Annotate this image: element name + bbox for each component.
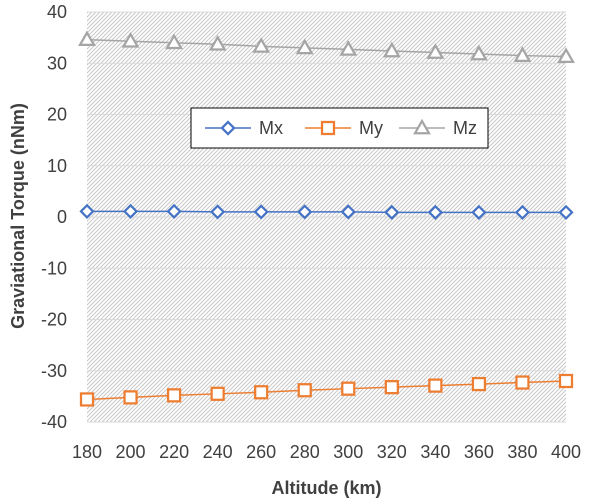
x-axis-title: Altitude (km) bbox=[272, 478, 382, 498]
x-tick-label: 360 bbox=[464, 442, 494, 462]
data-point-mz bbox=[252, 37, 271, 53]
y-tick-label: -30 bbox=[41, 361, 67, 381]
data-point-mz bbox=[557, 47, 575, 63]
y-axis-title: Graviational Torque (nNm) bbox=[8, 103, 28, 329]
series-line-my bbox=[86, 380, 567, 401]
y-tick-label: -40 bbox=[41, 412, 67, 432]
y-tick-label: 10 bbox=[47, 156, 67, 176]
data-point-my bbox=[341, 381, 356, 396]
legend-label: My bbox=[359, 118, 383, 138]
y-tick-label: -20 bbox=[41, 310, 67, 330]
data-point-mz bbox=[339, 40, 358, 56]
data-point-mx bbox=[471, 204, 487, 220]
x-tick-label: 280 bbox=[290, 442, 320, 462]
series-my bbox=[79, 373, 574, 407]
data-point-mz bbox=[165, 33, 184, 50]
x-tick-label: 200 bbox=[116, 442, 146, 462]
data-point-my bbox=[210, 386, 225, 401]
data-point-mx bbox=[210, 204, 226, 220]
x-axis-tick-labels: 180 200 220 240 260 280 300 320 340 360 380 400 bbox=[72, 442, 581, 462]
data-point-my bbox=[471, 376, 487, 392]
legend-items: Mx My Mz bbox=[205, 118, 477, 138]
x-tick-label: 260 bbox=[246, 442, 276, 462]
x-tick-label: 220 bbox=[159, 442, 189, 462]
data-point-mx bbox=[558, 204, 574, 220]
data-point-mx bbox=[340, 204, 356, 220]
data-point-mx bbox=[122, 203, 139, 219]
x-tick-label: 240 bbox=[203, 442, 233, 462]
y-tick-label: 40 bbox=[47, 2, 67, 22]
x-tick-label: 320 bbox=[377, 442, 407, 462]
x-tick-label: 180 bbox=[72, 442, 102, 462]
data-point-mx bbox=[253, 204, 269, 220]
series-layer bbox=[78, 30, 575, 407]
data-point-mx bbox=[514, 204, 531, 220]
data-point-my bbox=[79, 392, 95, 407]
y-axis-tick-labels: 40 30 20 10 0 -10 -20 -30 -40 bbox=[41, 2, 67, 432]
y-tick-label: -10 bbox=[41, 258, 67, 278]
data-point-mz bbox=[121, 31, 140, 48]
legend: Mx My Mz bbox=[190, 107, 489, 149]
data-point-mz bbox=[469, 44, 488, 61]
data-point-mz bbox=[208, 35, 227, 51]
legend-marker-diamond bbox=[220, 120, 236, 136]
legend-item-mx: Mx bbox=[205, 118, 283, 138]
data-point-mz bbox=[382, 41, 401, 58]
x-tick-label: 340 bbox=[420, 442, 450, 462]
data-point-mx bbox=[166, 203, 182, 219]
data-point-mx bbox=[79, 203, 95, 219]
data-point-my bbox=[515, 375, 530, 390]
data-point-mx bbox=[384, 204, 400, 220]
y-tick-label: 30 bbox=[47, 53, 67, 73]
data-point-my bbox=[297, 383, 312, 398]
data-point-mz bbox=[295, 38, 314, 55]
data-point-my bbox=[428, 378, 443, 393]
data-point-my bbox=[166, 388, 182, 403]
legend-marker-triangle bbox=[413, 118, 431, 135]
legend-label: Mz bbox=[453, 118, 477, 138]
data-point-my bbox=[254, 385, 269, 400]
y-tick-label: 0 bbox=[57, 207, 67, 227]
series-mx bbox=[79, 203, 574, 220]
legend-item-mz: Mz bbox=[399, 118, 477, 138]
data-point-mz bbox=[426, 43, 445, 59]
x-tick-label: 300 bbox=[333, 442, 363, 462]
x-tick-label: 400 bbox=[551, 442, 581, 462]
series-mz bbox=[78, 30, 575, 63]
legend-item-my: My bbox=[305, 118, 383, 138]
data-point-my bbox=[558, 373, 574, 389]
data-point-my bbox=[384, 380, 399, 395]
data-point-mx bbox=[427, 204, 443, 220]
legend-label: Mx bbox=[259, 118, 283, 138]
series-line-mz bbox=[86, 38, 567, 58]
legend-marker-square bbox=[320, 120, 336, 136]
x-tick-label: 380 bbox=[507, 442, 537, 462]
y-tick-label: 20 bbox=[47, 105, 67, 125]
data-point-my bbox=[123, 390, 138, 405]
data-point-mx bbox=[297, 204, 313, 220]
data-point-mz bbox=[513, 46, 532, 62]
data-point-mz bbox=[78, 30, 96, 47]
